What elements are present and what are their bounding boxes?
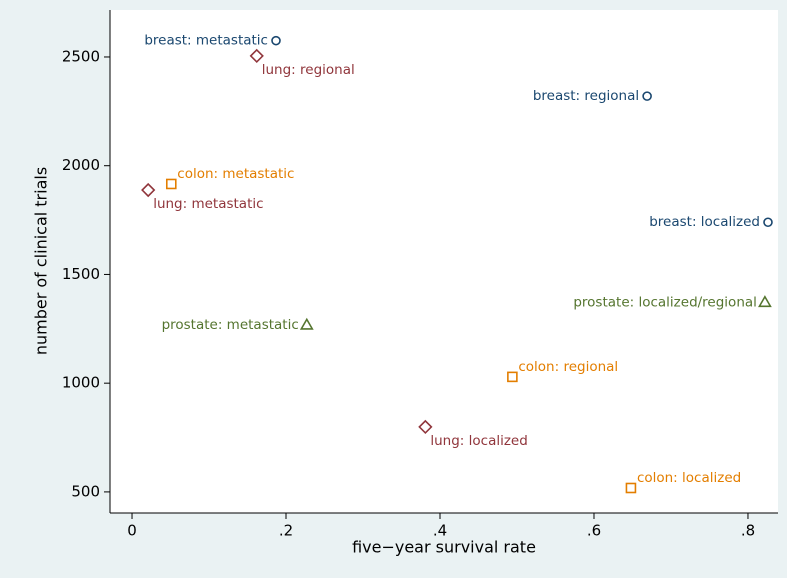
point bbox=[507, 371, 518, 383]
point bbox=[249, 48, 264, 64]
plot-area bbox=[110, 10, 778, 513]
x-tick-label: .2 bbox=[279, 522, 293, 540]
point bbox=[165, 178, 177, 190]
x-axis-title: five−year survival rate bbox=[352, 538, 536, 557]
point bbox=[763, 217, 773, 228]
y-tick-label: 2500 bbox=[62, 47, 100, 65]
point-label: colon: metastatic bbox=[177, 166, 294, 182]
point bbox=[141, 182, 156, 198]
x-tick-label: 0 bbox=[127, 522, 137, 540]
point-label: breast: regional bbox=[533, 88, 639, 104]
point-label: prostate: localized/regional bbox=[573, 294, 757, 310]
x-tick-label: .8 bbox=[741, 522, 755, 540]
y-tick-label: 2000 bbox=[62, 156, 100, 174]
point-label: prostate: metastatic bbox=[162, 317, 299, 333]
point-label: breast: localized bbox=[649, 214, 760, 230]
y-tick-label: 1500 bbox=[62, 265, 100, 283]
point-label: breast: metastatic bbox=[144, 33, 268, 49]
point-label: lung: regional bbox=[262, 62, 355, 78]
point bbox=[271, 35, 281, 46]
point bbox=[299, 317, 314, 330]
point bbox=[418, 419, 433, 435]
y-tick-label: 1000 bbox=[62, 374, 100, 392]
x-tick-label: .6 bbox=[587, 522, 601, 540]
point bbox=[642, 91, 652, 101]
point-label: lung: localized bbox=[430, 433, 527, 449]
point-label: colon: localized bbox=[637, 470, 741, 486]
point bbox=[625, 482, 637, 494]
x-tick-label: .4 bbox=[433, 522, 447, 540]
point bbox=[758, 295, 772, 308]
point-label: colon: regional bbox=[518, 359, 618, 375]
y-axis-title: number of clinical trials bbox=[32, 167, 51, 355]
y-tick-label: 500 bbox=[71, 482, 100, 500]
point-label: lung: metastatic bbox=[153, 196, 263, 212]
